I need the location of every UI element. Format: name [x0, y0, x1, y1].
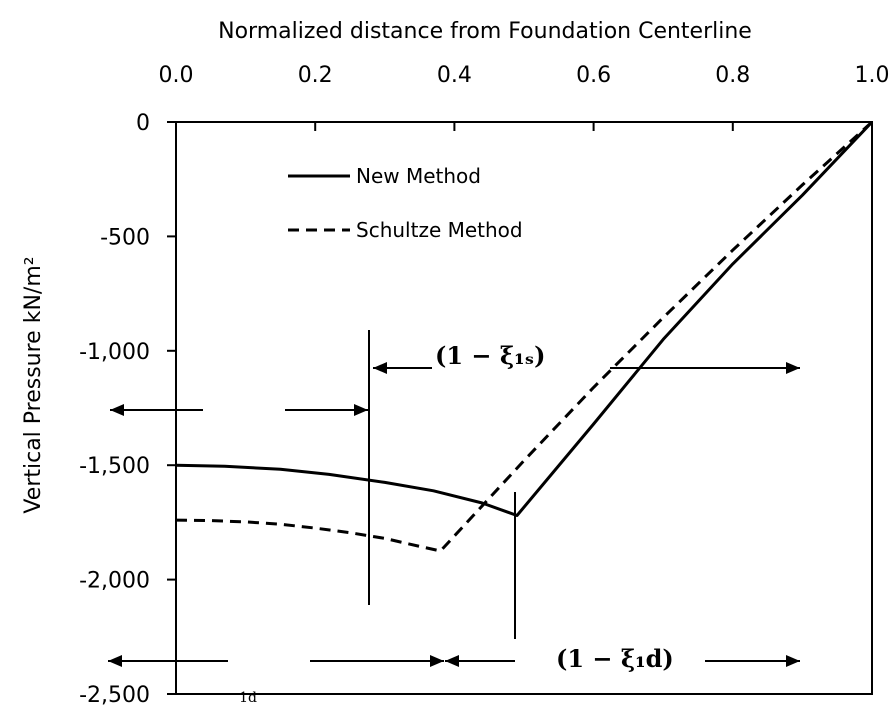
y-tick-label: -500 [100, 225, 150, 250]
arrow-upper-left [110, 404, 203, 416]
plot-border [175, 121, 873, 695]
arrow-xi1s-right [610, 362, 800, 374]
x-tick-label: 0.2 [298, 63, 333, 88]
y-axis-title: Vertical Pressure kN/m² [21, 256, 46, 513]
x-tick-label: 0.4 [437, 63, 472, 88]
legend-schultze-method: Schultze Method [356, 218, 523, 242]
y-axis-ticks: 0 -500 -1,000 -1,500 -2,000 -2,500 [79, 111, 176, 708]
series-layer [175, 120, 874, 553]
x-tick-label: 0.0 [159, 63, 194, 88]
annotation-xi1s: (1 − ξ₁ₛ) [435, 341, 545, 370]
annotation-1d-fragment: 1d [239, 690, 257, 706]
arrow-lower-back [445, 655, 515, 667]
y-tick-label: -1,000 [79, 340, 150, 365]
arrow-upper-to-marker [285, 404, 368, 416]
arrow-lower-left [108, 655, 228, 667]
series-schultze-method-line [175, 120, 874, 553]
series-new-method-line [175, 120, 874, 517]
arrow-xi1s-left [373, 362, 432, 374]
y-tick-label: -1,500 [79, 454, 150, 479]
y-tick-label: 0 [136, 111, 150, 136]
x-tick-label: 0.8 [715, 63, 750, 88]
arrow-lower-mid [310, 655, 444, 667]
annotation-layer: (1 − ξ₁ₛ) (1 − ξ₁d) 1d [108, 330, 800, 706]
arrow-xi1d-right [705, 655, 800, 667]
y-tick-label: -2,000 [79, 569, 150, 594]
x-axis-title: Normalized distance from Foundation Cent… [218, 19, 752, 44]
annotation-xi1d: (1 − ξ₁d) [556, 644, 674, 673]
x-axis-ticks: 0.0 0.2 0.4 0.6 0.8 1.0 [159, 63, 890, 131]
x-tick-label: 1.0 [855, 63, 890, 88]
x-tick-label: 0.6 [576, 63, 611, 88]
y-tick-label: -2,500 [79, 683, 150, 708]
plot-frame [175, 121, 873, 695]
legend-new-method: New Method [356, 164, 481, 188]
